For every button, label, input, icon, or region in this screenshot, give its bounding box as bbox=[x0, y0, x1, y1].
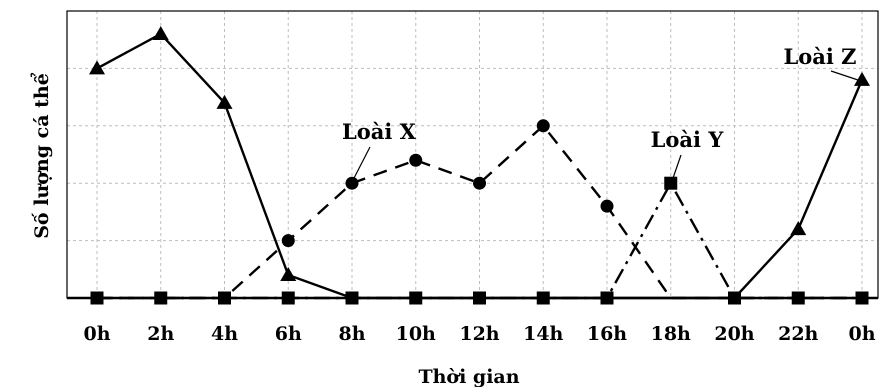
data-point bbox=[536, 119, 550, 133]
data-point bbox=[154, 291, 168, 305]
x-tick-label: 10h bbox=[396, 323, 436, 345]
data-point bbox=[473, 291, 486, 305]
label-loai-z-leader bbox=[830, 70, 859, 81]
series-layer bbox=[89, 25, 870, 305]
x-tick-label: 22h bbox=[778, 323, 818, 345]
data-point bbox=[790, 221, 807, 236]
data-point bbox=[473, 176, 486, 190]
data-point bbox=[409, 291, 423, 305]
plot-area-frame bbox=[66, 10, 879, 299]
markers-triangle bbox=[89, 25, 870, 282]
data-point bbox=[89, 60, 105, 75]
x-axis-title: Thời gian bbox=[418, 366, 519, 387]
x-tick-label: 4h bbox=[211, 323, 238, 345]
x-tick-labels: 0h 2h 4h 6h 8h 10h 12h 14h 16h 18h 20h 22h 0h bbox=[83, 323, 875, 345]
x-tick-label: 14h bbox=[523, 323, 563, 345]
x-tick-label: 16h bbox=[587, 323, 627, 345]
data-point bbox=[345, 291, 359, 305]
data-point bbox=[281, 291, 295, 305]
label-loai-y-text: Loài Y bbox=[651, 127, 725, 152]
data-point bbox=[728, 291, 741, 305]
data-point bbox=[345, 176, 359, 190]
data-point bbox=[854, 71, 870, 86]
label-loai-x-leader bbox=[351, 146, 371, 183]
label-loai-x: Loài X bbox=[342, 119, 417, 183]
data-point bbox=[218, 291, 231, 305]
data-point bbox=[791, 291, 805, 305]
label-loai-z-text: Loài Z bbox=[784, 44, 857, 69]
data-point bbox=[216, 94, 233, 109]
grid-lines bbox=[67, 11, 878, 298]
data-point bbox=[409, 153, 423, 167]
x-tick-label: 0h bbox=[848, 323, 875, 345]
data-point bbox=[600, 199, 614, 213]
label-loai-z: Loài Z bbox=[784, 44, 859, 81]
data-point bbox=[664, 176, 678, 190]
label-loai-y: Loài Y bbox=[651, 127, 725, 182]
markers-circle bbox=[281, 119, 614, 248]
x-tick-label: 20h bbox=[714, 323, 754, 345]
x-tick-label: 0h bbox=[83, 323, 110, 345]
x-tick-label: 12h bbox=[459, 323, 499, 345]
markers-square bbox=[90, 176, 869, 305]
x-tick-label: 2h bbox=[147, 323, 174, 345]
data-point bbox=[855, 291, 869, 305]
data-point bbox=[280, 267, 297, 282]
x-tick-label: 6h bbox=[275, 323, 302, 345]
data-point bbox=[90, 291, 104, 305]
data-point bbox=[281, 234, 295, 248]
data-point bbox=[600, 291, 614, 305]
y-axis-title: Số lượng cá thể bbox=[29, 72, 53, 239]
data-point bbox=[536, 291, 550, 305]
label-loai-x-text: Loài X bbox=[342, 119, 417, 144]
label-loai-y-leader bbox=[671, 154, 682, 182]
data-point bbox=[152, 25, 169, 40]
x-tick-label: 18h bbox=[651, 323, 691, 345]
x-tick-label: 8h bbox=[338, 323, 365, 345]
